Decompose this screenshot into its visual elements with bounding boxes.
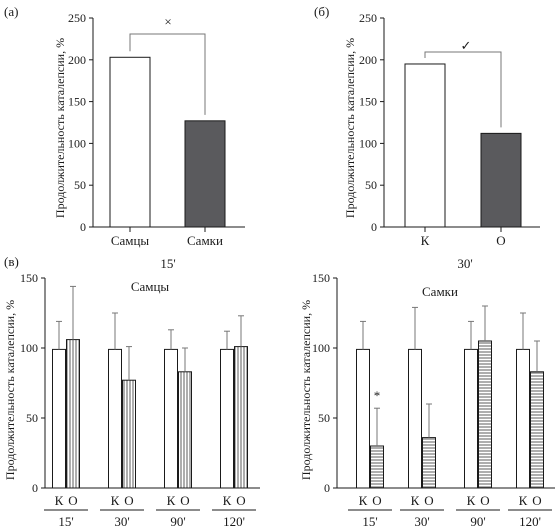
c-ytick-label: 150	[20, 271, 38, 285]
panel-c-title: Самцы	[131, 279, 170, 294]
c-group-label: 120'	[223, 514, 245, 529]
d-bar-label: О	[480, 493, 489, 508]
d-bar-К	[356, 348, 370, 489]
c-bar-О	[66, 339, 80, 489]
panel-a-label: (а)	[4, 4, 18, 19]
d-bar-О	[370, 445, 384, 489]
plots-layer: 0 50 100 150 200 250 Самцы Самки 0 50 100 150 200 250…	[20, 11, 555, 529]
c-ytick-label: 0	[32, 481, 38, 495]
b-ytick-label: 250	[359, 11, 377, 25]
c-bar-О	[178, 371, 192, 489]
panel-d-ylabel: Продолжительность каталепсии, %	[299, 300, 313, 480]
d-bar-К	[408, 348, 422, 489]
panel-c-label: (в)	[4, 254, 19, 269]
a-bar	[109, 56, 151, 228]
d-bar-К	[516, 348, 530, 489]
c-bar-label: О	[180, 493, 189, 508]
b-significance-bracket	[424, 51, 502, 128]
c-bar-label: К	[55, 493, 64, 508]
c-group-label: 15'	[58, 514, 73, 529]
d-bar-О	[530, 371, 544, 489]
b-ytick-label: 150	[359, 95, 377, 109]
c-bar-label: К	[167, 493, 176, 508]
panel-b-xlabel: 30'	[457, 256, 472, 271]
b-category-label: К	[421, 233, 430, 248]
a-ytick-label: 50	[74, 178, 86, 192]
a-ytick-label: 0	[80, 220, 86, 234]
d-annotation: *	[374, 388, 381, 403]
d-bar-label: О	[424, 493, 433, 508]
panel-a-ylabel: Продолжительность каталепсии, %	[53, 38, 67, 218]
a-bar	[184, 120, 226, 228]
d-bar-К	[464, 348, 478, 489]
c-bar-label: О	[236, 493, 245, 508]
a-ytick-label: 200	[68, 53, 86, 67]
a-significance-bracket	[129, 33, 206, 115]
d-ytick-label: 50	[318, 411, 330, 425]
c-ytick-label: 100	[20, 341, 38, 355]
d-group-label: 30'	[414, 514, 429, 529]
panel-d-title: Самки	[422, 284, 458, 299]
d-ytick-label: 0	[324, 481, 330, 495]
b-ytick-label: 200	[359, 53, 377, 67]
b-ytick-label: 0	[371, 220, 377, 234]
c-ytick-label: 50	[26, 411, 38, 425]
c-bar-label: О	[68, 493, 77, 508]
c-bar-О	[234, 346, 248, 489]
b-ytick-label: 100	[359, 136, 377, 150]
c-bar-К	[164, 348, 178, 489]
b-ytick-label: 50	[365, 178, 377, 192]
d-bar-label: К	[519, 493, 528, 508]
d-bar-label: О	[372, 493, 381, 508]
panel-b-significance: ✓	[461, 38, 472, 53]
d-bar-О	[422, 437, 436, 489]
d-group-label: 15'	[362, 514, 377, 529]
d-group-label: 90'	[470, 514, 485, 529]
c-group-label: 90'	[170, 514, 185, 529]
c-bar-К	[108, 348, 122, 489]
a-category-label: Самцы	[111, 233, 150, 248]
d-bar-label: К	[467, 493, 476, 508]
d-bar-О	[478, 340, 492, 489]
a-ytick-label: 100	[68, 136, 86, 150]
c-group-label: 30'	[114, 514, 129, 529]
d-ytick-label: 100	[312, 341, 330, 355]
a-ytick-label: 150	[68, 95, 86, 109]
c-bar-label: К	[111, 493, 120, 508]
panel-b-label: (б)	[314, 4, 329, 19]
d-bar-label: К	[411, 493, 420, 508]
panel-a-significance: ×	[164, 14, 171, 29]
d-ytick-label: 150	[312, 271, 330, 285]
a-category-label: Самки	[187, 233, 223, 248]
b-bar	[480, 132, 522, 228]
d-bar-label: К	[359, 493, 368, 508]
d-bar-label: О	[532, 493, 541, 508]
a-ytick-label: 250	[68, 11, 86, 25]
c-bar-К	[52, 348, 66, 489]
d-group-label: 120'	[519, 514, 541, 529]
panel-a-xlabel: 15'	[160, 256, 175, 271]
c-bar-label: К	[223, 493, 232, 508]
panel-b-ylabel: Продолжительность каталепсии, %	[343, 38, 357, 218]
b-bar	[404, 63, 446, 228]
c-bar-О	[122, 379, 136, 489]
b-category-label: О	[496, 233, 505, 248]
c-bar-К	[220, 348, 234, 489]
c-bar-label: О	[124, 493, 133, 508]
panel-c-ylabel: Продолжительность каталепсии, %	[3, 300, 17, 480]
